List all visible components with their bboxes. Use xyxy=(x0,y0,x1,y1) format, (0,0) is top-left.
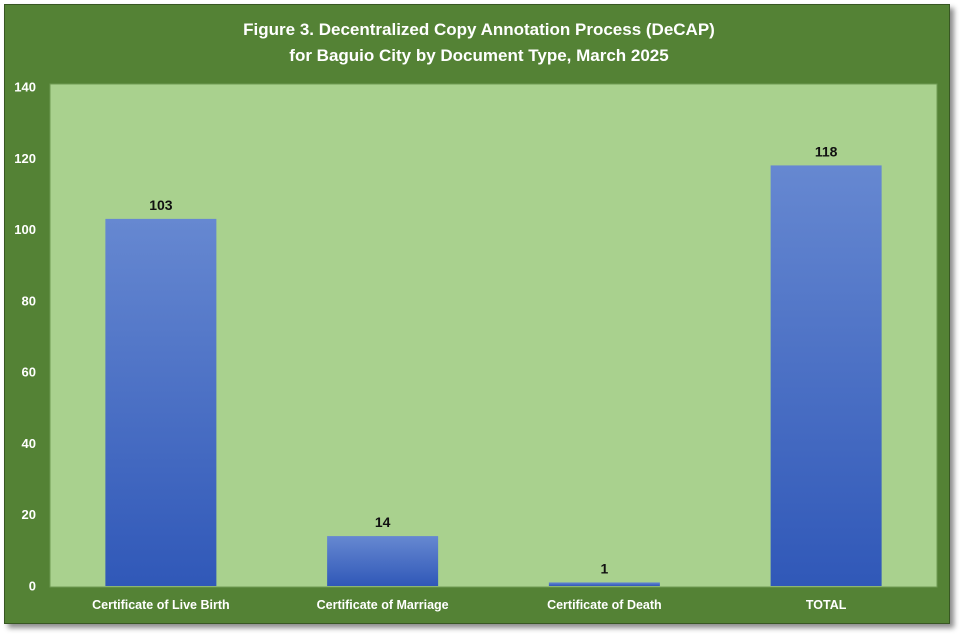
bar xyxy=(770,165,882,586)
y-axis: 0 20 40 60 80 100 120 140 xyxy=(14,80,36,594)
data-label: 118 xyxy=(815,143,838,159)
y-tick-label: 20 xyxy=(22,507,36,522)
bars-group xyxy=(105,165,882,586)
y-tick-label: 60 xyxy=(22,365,36,380)
y-tick-label: 120 xyxy=(14,151,36,166)
data-label: 103 xyxy=(149,197,173,213)
chart-frame: Figure 3. Decentralized Copy Annotation … xyxy=(4,4,950,624)
chart-title-line-1: Figure 3. Decentralized Copy Annotation … xyxy=(243,20,715,39)
y-tick-label: 0 xyxy=(29,579,36,594)
bar xyxy=(327,536,439,586)
chart-title-line-2: for Baguio City by Document Type, March … xyxy=(289,46,668,65)
y-tick-label: 100 xyxy=(14,222,36,237)
bar xyxy=(548,582,660,586)
y-tick-label: 40 xyxy=(22,436,36,451)
bar xyxy=(105,218,217,586)
x-axis: Certificate of Live Birth Certificate of … xyxy=(92,598,847,612)
data-label: 1 xyxy=(600,560,608,576)
bar-chart: Figure 3. Decentralized Copy Annotation … xyxy=(4,4,950,624)
value-labels-group: 103 14 1 118 xyxy=(149,143,837,576)
x-tick-label: TOTAL xyxy=(806,598,847,612)
y-tick-label: 80 xyxy=(22,293,36,308)
y-tick-label: 140 xyxy=(14,80,36,95)
data-label: 14 xyxy=(375,514,391,530)
x-tick-label: Certificate of Marriage xyxy=(317,598,449,612)
x-tick-label: Certificate of Death xyxy=(547,598,662,612)
x-tick-label: Certificate of Live Birth xyxy=(92,598,230,612)
